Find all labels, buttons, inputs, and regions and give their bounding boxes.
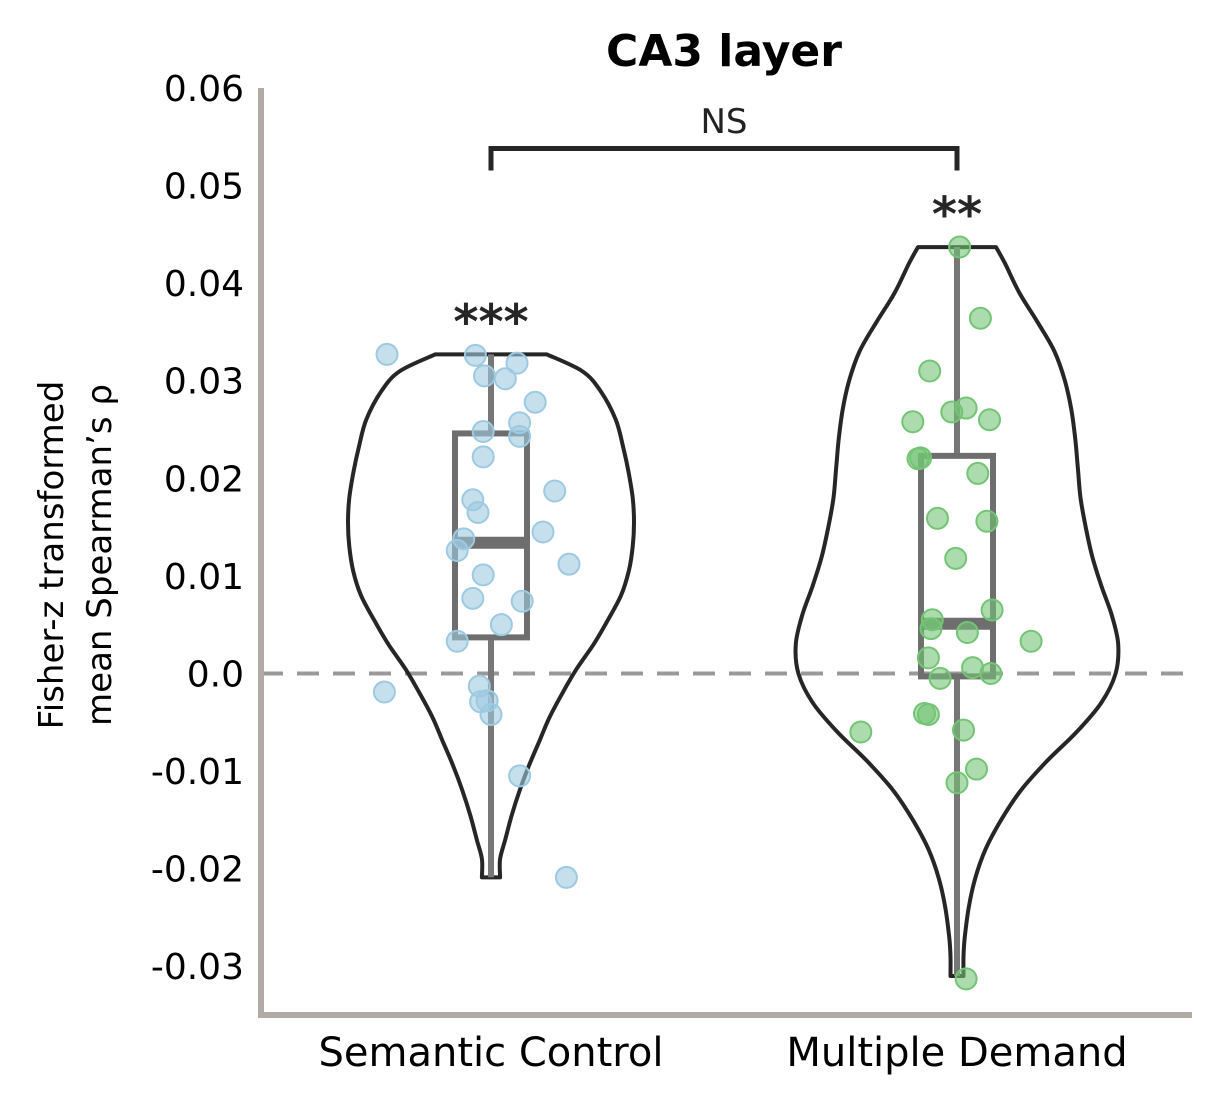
data-point-multiple-demand [979, 661, 1003, 685]
data-point-semantic-control [543, 479, 567, 503]
data-point-semantic-control [466, 500, 490, 524]
data-point-multiple-demand [965, 757, 988, 781]
y-tick-label: -0.03 [151, 947, 244, 988]
data-point-semantic-control [471, 563, 495, 587]
y-tick-label: -0.01 [151, 752, 244, 793]
data-point-semantic-control [461, 586, 485, 610]
y-tick-label: 0.06 [164, 69, 244, 110]
data-points-layer [372, 235, 1043, 991]
data-point-multiple-demand [919, 617, 943, 641]
violin-multiple-demand [793, 245, 1121, 978]
data-point-multiple-demand [901, 410, 925, 434]
significance-semantic-control: *** [453, 294, 528, 350]
data-point-semantic-control [531, 520, 555, 544]
box-multiple-demand [918, 452, 996, 680]
x-tick-label-semantic-control: Semantic Control [319, 1030, 664, 1076]
data-point-semantic-control [557, 552, 581, 576]
axes-layer: Semantic Control Multiple Demand 0.06 0.05 0… [151, 69, 1192, 1076]
y-axis-label-line2: mean Spearman’s ρ [80, 384, 120, 726]
data-point-semantic-control [554, 865, 578, 889]
y-tick-label: 0.05 [164, 167, 244, 208]
data-point-multiple-demand [926, 506, 949, 530]
data-point-semantic-control [505, 351, 529, 375]
data-point-multiple-demand [849, 720, 873, 744]
data-point-semantic-control [471, 419, 495, 443]
annotations-layer: CA3 layer Fisher-z transformed mean Spea… [32, 26, 982, 729]
data-point-semantic-control [508, 424, 532, 448]
y-axis-label-line1: Fisher-z transformed [32, 381, 72, 730]
chart-title: CA3 layer [606, 26, 842, 77]
data-point-multiple-demand [954, 967, 978, 991]
data-point-multiple-demand [916, 702, 940, 726]
data-point-semantic-control [479, 702, 503, 726]
data-point-multiple-demand [918, 359, 942, 383]
y-tick-label: 0.0 [187, 654, 244, 695]
data-point-multiple-demand [968, 306, 992, 330]
data-point-multiple-demand [954, 396, 978, 420]
y-tick-label: 0.01 [164, 557, 244, 598]
x-tick-label-multiple-demand: Multiple Demand [786, 1030, 1127, 1076]
data-point-semantic-control [375, 342, 399, 366]
data-point-multiple-demand [906, 447, 930, 471]
y-tick-label: -0.02 [151, 850, 244, 891]
data-point-semantic-control [372, 680, 396, 704]
y-tick-label: 0.04 [164, 264, 244, 305]
y-tick-label: 0.02 [164, 459, 244, 500]
comparison-label: NS [700, 102, 747, 142]
significance-multiple-demand: ** [932, 187, 982, 243]
data-point-multiple-demand [916, 646, 940, 670]
data-point-semantic-control [489, 613, 513, 637]
y-tick-label: 0.03 [164, 362, 244, 403]
data-point-semantic-control [493, 367, 517, 391]
data-point-multiple-demand [955, 620, 979, 644]
data-point-multiple-demand [966, 461, 990, 485]
data-point-semantic-control [445, 629, 469, 653]
violins-layer [346, 245, 1121, 978]
data-point-semantic-control [463, 343, 487, 367]
data-point-semantic-control [508, 764, 532, 788]
data-point-multiple-demand [945, 771, 969, 795]
data-point-multiple-demand [944, 546, 968, 570]
violin-semantic-control [346, 352, 636, 880]
data-point-multiple-demand [928, 666, 952, 690]
data-point-multiple-demand [980, 598, 1004, 622]
data-point-multiple-demand [948, 235, 972, 259]
data-point-semantic-control [473, 364, 496, 388]
data-point-multiple-demand [978, 408, 1001, 432]
data-point-semantic-control [523, 390, 547, 414]
data-point-semantic-control [471, 445, 495, 469]
data-point-semantic-control [445, 539, 469, 563]
comparison-bracket [488, 145, 960, 171]
data-point-multiple-demand [952, 718, 975, 742]
data-point-multiple-demand [975, 509, 999, 533]
data-point-semantic-control [510, 589, 534, 613]
data-point-multiple-demand [1019, 629, 1043, 653]
